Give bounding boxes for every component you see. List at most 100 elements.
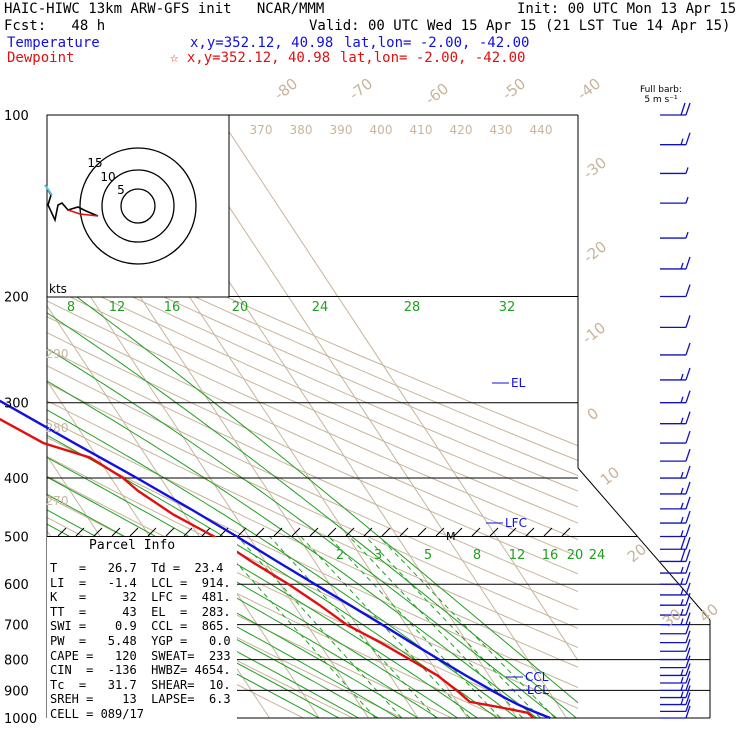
mixing-ratio-label-low: 16 — [542, 548, 559, 563]
theta-label: 280 — [46, 421, 69, 435]
theta-label: 270 — [46, 494, 69, 508]
dry-adiabat — [47, 382, 578, 629]
hatch-mark — [255, 527, 265, 537]
pressure-tick-label: 600 — [4, 578, 29, 593]
wind-barb-flag — [680, 102, 686, 116]
dry-adiabat — [47, 475, 553, 718]
temperature-label: -50 — [499, 74, 529, 103]
hatch-mark — [507, 527, 517, 537]
wind-barb-flag — [685, 342, 691, 356]
wind-barb-half — [680, 566, 684, 574]
mixing-ratio-label-low: 8 — [473, 548, 481, 563]
theta-label: 440 — [530, 123, 553, 137]
parcel-info-row: CIN = -136 HWBZ= 4654. — [50, 663, 231, 678]
wind-barb-half — [680, 516, 684, 524]
wind-barb-column — [660, 102, 691, 719]
dry-adiabat — [47, 583, 305, 718]
dry-adiabat — [47, 300, 578, 541]
parcel-info-row: PW = 5.48 YGP = 0.0 — [50, 633, 231, 648]
wind-barb-flag — [685, 705, 691, 719]
temperature-label: -20 — [580, 237, 610, 266]
mixing-ratio-line — [269, 536, 437, 718]
hatch-mark — [399, 527, 409, 537]
wind-barb-flag — [685, 256, 691, 270]
wind-barb-half — [680, 417, 684, 424]
mixing-ratio-line — [212, 536, 376, 718]
dewpoint-latlon: lat,lon= -2.00, -42.00 — [340, 50, 526, 66]
hatch-mark — [93, 527, 103, 537]
hatch-mark — [417, 527, 427, 537]
hatch-mark — [129, 527, 139, 537]
wind-barb-half — [680, 578, 684, 585]
wind-barb-flag — [685, 670, 691, 684]
hatch-mark — [471, 527, 481, 537]
dry-adiabat — [47, 213, 578, 447]
wind-barb-half — [680, 487, 684, 495]
temperature-xy: x,y=352.12, 40.98 — [190, 35, 334, 51]
wind-barb-half — [680, 618, 684, 625]
hatch-mark — [543, 527, 553, 537]
wind-barb-flag — [685, 655, 691, 668]
hatch-mark — [165, 527, 175, 537]
wind-barb-flag — [685, 612, 691, 625]
pressure-tick-label: 900 — [4, 684, 29, 699]
wind-barb-half — [680, 608, 684, 616]
wind-barb-flag — [685, 639, 691, 652]
hodograph-ring-label: 10 — [100, 170, 115, 184]
wind-barb-half — [680, 598, 684, 606]
wind-barb-half — [680, 684, 684, 691]
mixing-ratio-label-top: 8 — [67, 300, 75, 315]
pressure-tick-label: 200 — [4, 291, 29, 306]
hatch-mark — [237, 527, 247, 537]
wind-barb-flag — [685, 132, 691, 145]
parcel-info-title: Parcel Info — [89, 538, 176, 553]
wind-barb-half — [680, 530, 684, 537]
pressure-tick-label: 100 — [4, 109, 29, 124]
mixing-ratio-label-low: 3 — [374, 548, 382, 563]
wind-barb-flag — [685, 430, 691, 444]
hodograph-frame — [46, 114, 230, 298]
parcel-info-row: Tc = 31.7 SHEAR= 10. — [50, 677, 231, 692]
level-label-lcl: LCL — [527, 683, 549, 697]
wind-barb-flag — [685, 560, 691, 574]
wind-barb-flag — [685, 678, 691, 691]
wind-barb-half — [680, 396, 684, 403]
mixing-ratio-label-top: 28 — [404, 300, 421, 315]
mixing-ratio-line — [365, 536, 541, 718]
mixing-ratio-label-low: 20 — [567, 548, 584, 563]
wind-barb-half — [680, 676, 684, 684]
wind-barb-flag — [685, 315, 691, 328]
dry-adiabat — [47, 285, 578, 524]
parcel-info-row: LI = -1.4 LCL = 914. — [50, 575, 231, 590]
dry-adiabat — [47, 436, 578, 689]
hatch-mark — [147, 527, 157, 537]
wind-barb-flag — [685, 549, 691, 562]
hodograph-ring — [79, 147, 197, 265]
pressure-tick-label: 400 — [4, 472, 29, 487]
temperature-label: -60 — [422, 79, 452, 108]
wind-barb-half — [680, 262, 684, 270]
isotherm-line — [47, 229, 369, 718]
hatch-mark — [75, 527, 85, 537]
wind-barb-flag — [685, 537, 691, 550]
pressure-tick-label: 800 — [4, 654, 29, 669]
hodograph-ring — [120, 188, 156, 224]
valid-time: Valid: 00 UTC Wed 15 Apr 15 (21 LST Tue … — [309, 18, 731, 34]
dry-adiabat — [47, 255, 578, 492]
wind-barb-flag — [685, 496, 691, 510]
hatch-mark — [183, 527, 193, 537]
dewpoint-xy: ☆ x,y=352.12, 40.98 — [170, 50, 331, 66]
wind-barb-flag — [685, 592, 691, 606]
wind-barb-half — [680, 502, 684, 510]
wind-barb-flag — [685, 663, 691, 676]
wind-barb-half — [680, 691, 684, 698]
wind-barb-flag — [685, 465, 691, 479]
pressure-tick-label: 300 — [4, 397, 29, 412]
theta-label: 290 — [46, 347, 69, 361]
hatch-mark — [57, 527, 67, 537]
mixing-ratio-label-top: 24 — [312, 300, 329, 315]
temperature-label: -10 — [579, 318, 609, 347]
wind-barb-flag — [680, 549, 686, 562]
wind-barb-flag — [685, 284, 691, 297]
temperature-label: -80 — [271, 74, 301, 103]
